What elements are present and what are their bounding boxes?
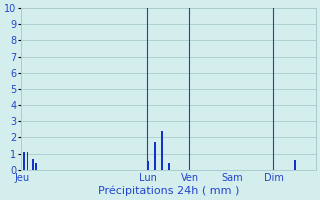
X-axis label: Précipitations 24h ( mm ): Précipitations 24h ( mm ) (98, 185, 239, 196)
Bar (23, 152, 25, 170)
Bar (27, 152, 28, 170)
Bar (36, 163, 37, 170)
Bar (154, 142, 156, 170)
Bar (161, 131, 163, 170)
Bar (32, 159, 34, 170)
Bar (168, 163, 170, 170)
Bar (147, 161, 149, 170)
Bar (294, 160, 296, 170)
